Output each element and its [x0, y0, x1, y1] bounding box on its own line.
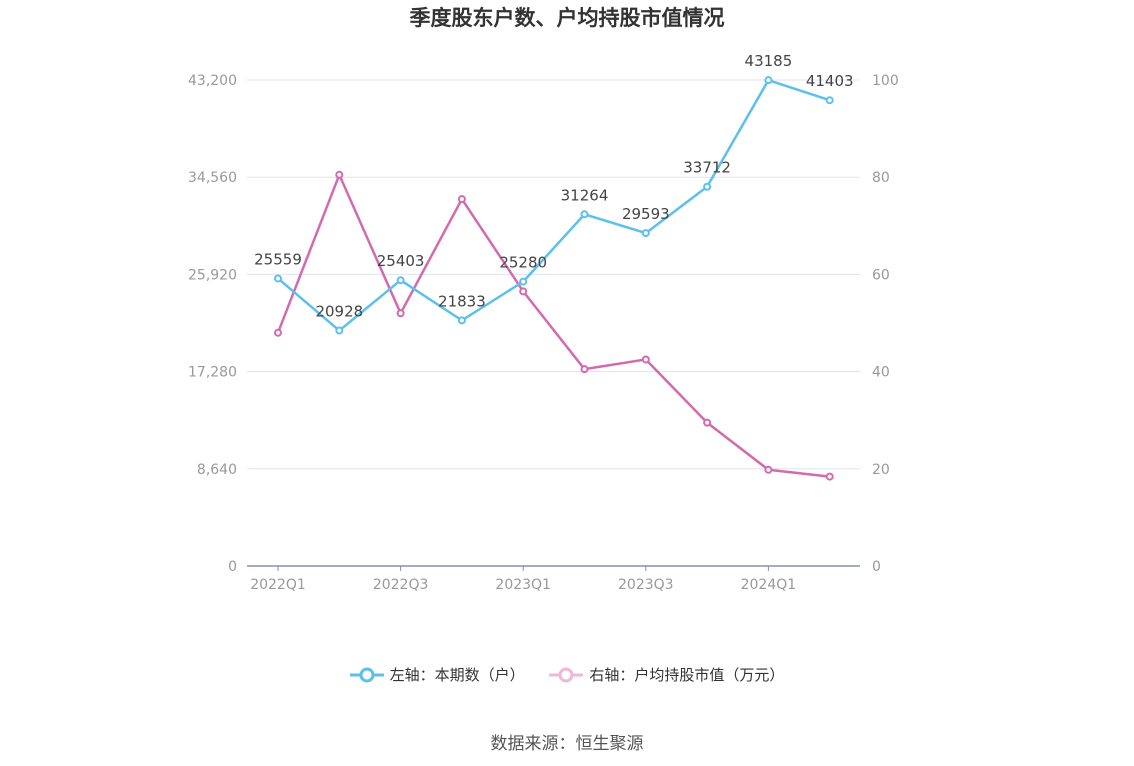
data-point-right: [274, 328, 282, 337]
chart-title: 季度股东户数、户均持股市值情况: [409, 6, 725, 30]
x-tick-label: 2024Q1: [741, 577, 797, 593]
y-right-tick-label: 20: [872, 462, 890, 478]
data-label: 41403: [806, 72, 854, 90]
y-left-tick-label: 8,640: [197, 462, 237, 478]
legend-item-right-series[interactable]: 右轴：户均持股市值（万元）: [549, 664, 784, 685]
series-line-left: [277, 78, 831, 332]
data-source: 数据来源：恒生聚源: [490, 734, 644, 754]
y-left-tick-label: 17,280: [188, 365, 237, 381]
y-left-tick-label: 0: [228, 559, 237, 575]
data-label: 25280: [499, 254, 547, 272]
data-point-left: [703, 182, 712, 191]
y-left-tick-label: 34,560: [188, 170, 237, 186]
data-point-right: [764, 465, 773, 474]
y-right-tick-label: 40: [872, 365, 890, 381]
legend-line-marker-icon: [549, 667, 584, 682]
data-label: 31264: [561, 186, 609, 204]
data-point-right: [641, 355, 650, 364]
data-point-left: [519, 277, 528, 286]
data-point-left: [641, 229, 650, 238]
x-tick-label: 2022Q1: [250, 577, 306, 593]
series-line-right: [276, 173, 830, 478]
data-label: 43185: [745, 52, 793, 70]
x-tick-label: 2023Q1: [495, 577, 551, 593]
data-label: 25559: [254, 250, 302, 268]
data-point-left: [580, 210, 589, 219]
data-point-right: [335, 170, 344, 179]
x-tick-label: 2022Q3: [373, 577, 429, 593]
data-point-left: [335, 326, 344, 335]
data-point-left: [396, 276, 405, 285]
data-label: 21833: [438, 292, 486, 310]
data-label: 25403: [377, 252, 425, 270]
y-right-tick-label: 100: [872, 73, 899, 89]
data-point-right: [580, 365, 589, 374]
y-left-tick-label: 43,200: [188, 73, 237, 89]
x-tick-label: 2023Q3: [618, 577, 674, 593]
chart-legend: 左轴：本期数（户） 右轴：户均持股市值（万元）: [0, 664, 1134, 687]
y-right-tick-label: 60: [872, 267, 890, 283]
legend-line-marker-icon: [349, 667, 384, 682]
chart-canvas: 0 0 8,640 20 17,280 40 25,920 60 34,560 80 43,200 1…: [188, 52, 899, 593]
legend-item-left-series[interactable]: 左轴：本期数（户）: [349, 664, 525, 685]
data-point-left: [274, 274, 282, 283]
y-right-tick-label: 0: [872, 559, 881, 575]
data-label: 29593: [622, 205, 670, 223]
data-label: 33712: [683, 159, 731, 177]
data-point-right: [519, 287, 528, 296]
data-point-left: [825, 96, 834, 105]
data-point-left: [457, 316, 466, 325]
data-label: 20928: [315, 303, 363, 321]
data-point-right: [703, 418, 712, 427]
data-point-left: [764, 76, 773, 85]
data-point-right: [457, 195, 466, 204]
legend-label-right-series: 右轴：户均持股市值（万元）: [589, 666, 785, 684]
legend-label-left-series: 左轴：本期数（户）: [389, 666, 525, 684]
data-point-right: [396, 309, 405, 318]
data-point-right: [825, 472, 834, 481]
y-right-tick-label: 80: [872, 170, 890, 186]
y-left-tick-label: 25,920: [188, 267, 237, 283]
